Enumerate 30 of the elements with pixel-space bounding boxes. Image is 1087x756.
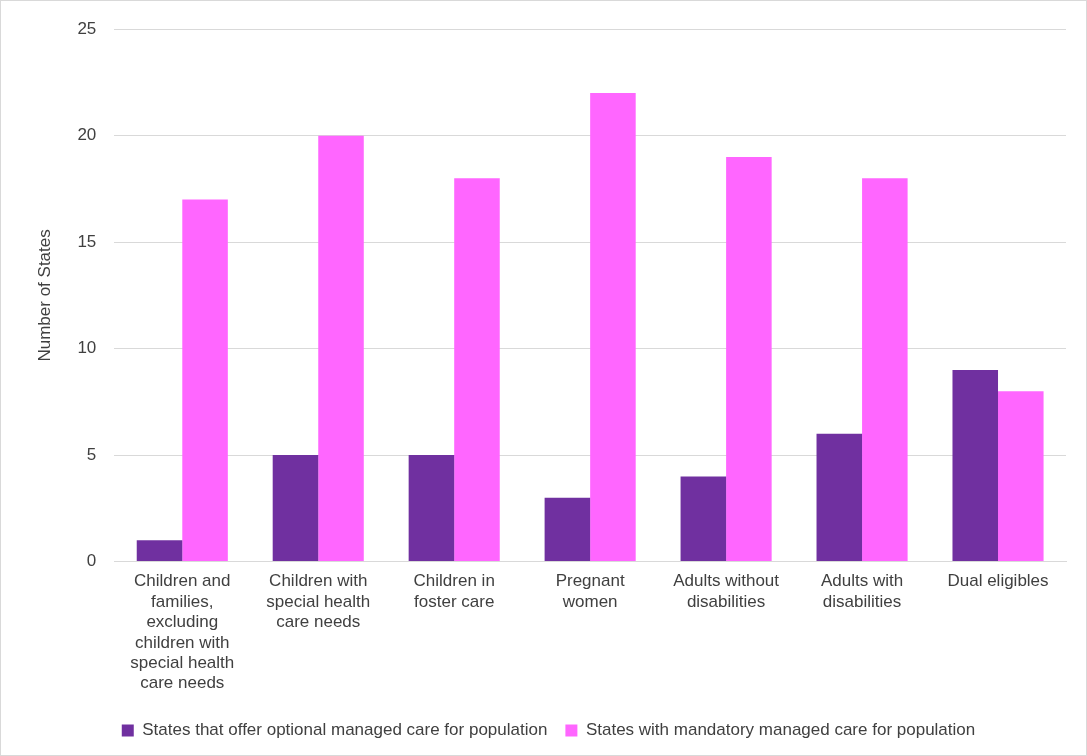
bar [816, 433, 863, 562]
y-tick-label: 0 [86, 551, 97, 571]
bar [454, 178, 500, 562]
x-tick-label: Children in foster care [413, 571, 495, 611]
bar [408, 455, 455, 562]
y-axis-title: Number of States [34, 229, 54, 362]
bar [998, 391, 1044, 562]
x-tick-label: Dual eligibles [947, 571, 1049, 591]
bar [862, 178, 908, 562]
x-tick-label: Adults with disabilities [820, 571, 904, 611]
legend-label: States with mandatory managed care for population [585, 720, 976, 740]
x-tick-label: Children with special health care needs [266, 571, 371, 632]
legend-label: States that offer optional managed care for population [142, 720, 548, 740]
bar [590, 93, 636, 562]
bar [318, 135, 364, 562]
y-tick-label: 20 [77, 125, 97, 145]
y-tick-label: 15 [77, 231, 97, 251]
y-tick-label: 10 [77, 338, 97, 358]
bar [680, 476, 727, 562]
x-tick-label: Pregnant women [555, 571, 625, 611]
bar [726, 156, 772, 562]
x-tick-label: Adults without disabilities [673, 571, 780, 611]
y-tick-label: 5 [86, 444, 97, 464]
bar [952, 369, 999, 562]
bar [272, 455, 319, 562]
bar [182, 199, 228, 562]
bar [544, 497, 591, 562]
bar [136, 540, 183, 562]
y-tick-label: 25 [77, 18, 97, 38]
x-tick-label: Children and families, excluding children with special health care needs [130, 571, 235, 693]
